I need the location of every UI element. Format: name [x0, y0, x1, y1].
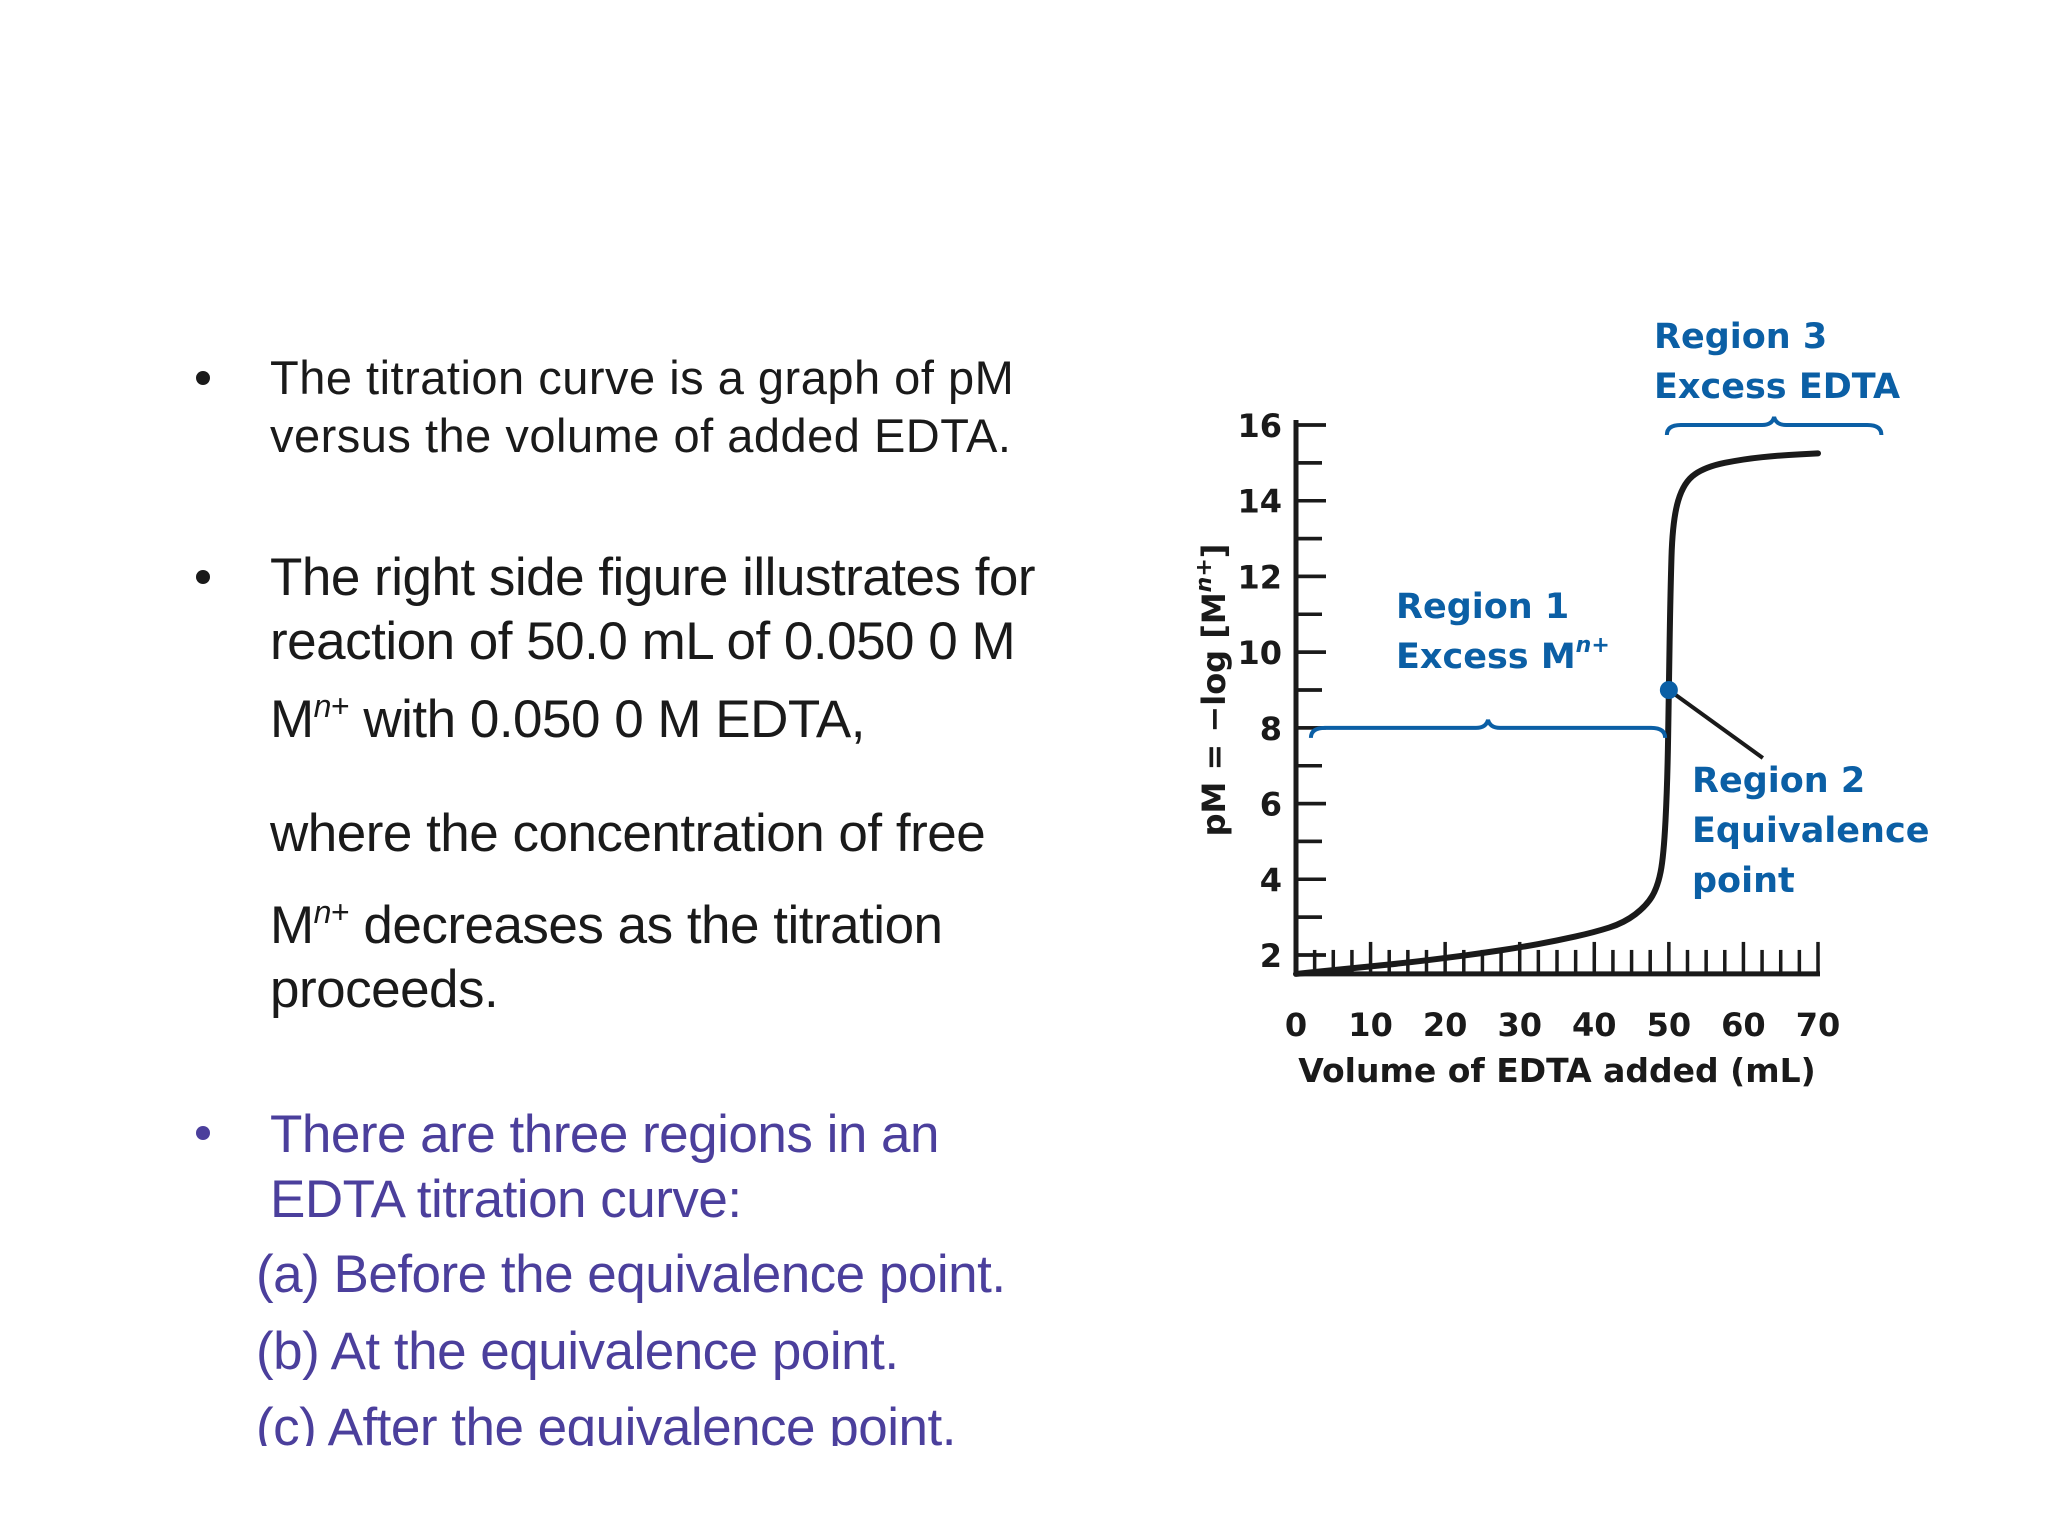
y-tick-label: 4 — [1260, 861, 1282, 899]
region3-brace — [1664, 416, 1884, 436]
bullet3-text: There are three regions in an EDTA titra… — [270, 1102, 940, 1232]
equivalence-point-marker — [1659, 681, 1678, 699]
region2-label: point — [1692, 861, 1795, 901]
metal-symbol: M — [270, 896, 314, 955]
region3-title: Region 3 — [1654, 317, 1827, 357]
bullet-list: The titration curve is a graph of pM ver… — [196, 349, 1036, 1446]
bullet2-line: Mn+ decreases as the titration — [270, 880, 985, 958]
region2-title: Region 2 — [1692, 761, 1865, 801]
x-axis-label: Volume of EDTA added (mL) — [1298, 1051, 1815, 1090]
bullet2-line: reaction of 50.0 mL of 0.050 0 M — [270, 612, 1016, 671]
y-tick-label: 8 — [1260, 710, 1282, 748]
bullet3-line: There are three regions in an — [270, 1105, 940, 1164]
x-tick-label: 40 — [1572, 1006, 1617, 1044]
region2-label: Equivalence — [1692, 811, 1929, 851]
x-tick-label: 0 — [1285, 1006, 1307, 1044]
y-tick-label: 2 — [1260, 937, 1282, 975]
region-item-c: (c) After the equivalence point. — [256, 1396, 956, 1446]
x-tick-label: 30 — [1497, 1006, 1542, 1044]
x-tick-label: 50 — [1647, 1006, 1692, 1044]
bullet2-continuation: where the concentration of free Mn+ decr… — [270, 802, 986, 1022]
bullet-marker — [196, 570, 210, 584]
y-tick-label: 10 — [1237, 634, 1282, 672]
x-tick-label: 60 — [1721, 1006, 1766, 1044]
y-tick-label: 6 — [1260, 786, 1282, 824]
bullet1-text: The titration curve is a graph of pM ver… — [270, 349, 1014, 465]
region1-label: Excess Mn+ — [1396, 633, 1610, 677]
region-item-c-text: (c) After the equivalence point. — [256, 1398, 956, 1446]
bullet2-line: where the concentration of free — [270, 804, 986, 863]
region-item-a: (a) Before the equivalence point. — [256, 1245, 1006, 1304]
x-tick-label: 70 — [1796, 1006, 1841, 1044]
y-tick-label: 12 — [1237, 558, 1282, 596]
charge-n: n — [313, 894, 332, 930]
region3-label: Excess EDTA — [1654, 367, 1900, 407]
bullet2-text: The right side figure illustrates for re… — [270, 546, 1036, 752]
bullet-marker — [196, 371, 210, 385]
x-tick-label: 20 — [1423, 1006, 1468, 1044]
y-tick-label: 14 — [1237, 483, 1282, 521]
bullet2-line: proceeds. — [270, 960, 499, 1019]
titration-curve — [1293, 450, 1821, 977]
bullet2-line-rest: decreases as the titration — [349, 896, 943, 955]
bullet2-line-rest: with 0.050 0 M EDTA, — [349, 690, 865, 749]
charge-n: n — [313, 688, 332, 724]
metal-symbol: M — [270, 690, 314, 749]
equivalence-pointer-line — [1667, 688, 1765, 760]
y-tick-label: 16 — [1237, 407, 1282, 445]
bullet2-line: Mn+ with 0.050 0 M EDTA, — [270, 674, 1035, 752]
region1-title: Region 1 — [1396, 587, 1569, 627]
charge-plus: + — [330, 688, 350, 724]
charge-plus: + — [330, 894, 350, 930]
bullet1-line: versus the volume of added EDTA. — [270, 409, 1012, 462]
x-tick-label: 10 — [1348, 1006, 1393, 1044]
region-item-b: (b) At the equivalence point. — [256, 1322, 899, 1381]
bullet2-line: The right side figure illustrates for — [270, 548, 1036, 607]
bullet3-line: EDTA titration curve: — [270, 1170, 742, 1229]
bullet1-line: The titration curve is a graph of pM — [270, 351, 1015, 404]
y-axis-label: pM = −log [Mn+] — [1192, 544, 1233, 837]
region1-brace — [1308, 719, 1668, 739]
bullet-marker — [196, 1126, 210, 1140]
